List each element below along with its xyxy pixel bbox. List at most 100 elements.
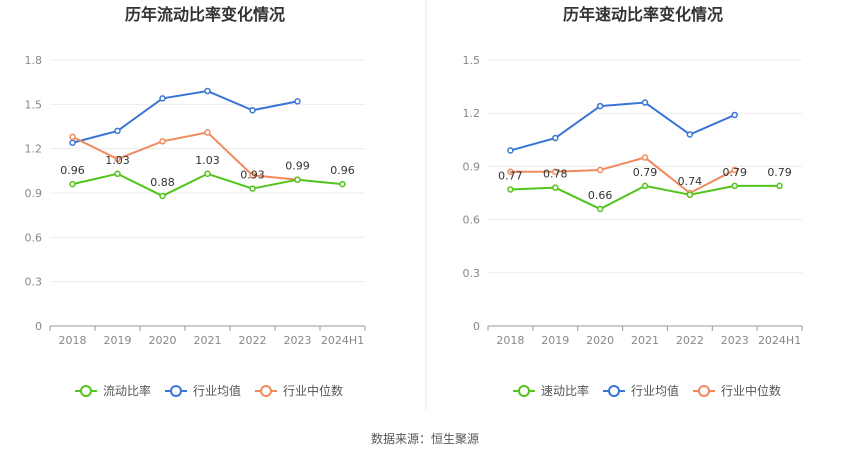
data-labels: 0.77 0.78 0.66 0.79 0.74 0.79 0.79 xyxy=(498,166,792,202)
gridlines xyxy=(50,59,365,283)
legend-label: 行业均值 xyxy=(631,383,679,398)
data-point xyxy=(686,191,694,199)
legend-item[interactable]: 速动比率 xyxy=(513,383,589,398)
data-point xyxy=(249,185,256,192)
x-tick-label: 2020 xyxy=(586,334,614,347)
chart-title: 历年速动比率变化情况 xyxy=(563,5,723,24)
legend: 流动比率 行业均值 行业中位数 xyxy=(75,383,343,398)
data-point xyxy=(507,168,514,175)
x-tick-label: 2022 xyxy=(239,334,267,347)
x-tick-label: 2021 xyxy=(631,334,659,347)
data-point xyxy=(69,139,76,147)
x-tick-label: 2024H1 xyxy=(758,334,801,347)
y-tick-label: 0 xyxy=(35,320,42,333)
data-label: 0.88 xyxy=(150,176,175,189)
data-label: 0.99 xyxy=(285,160,310,173)
legend-label: 速动比率 xyxy=(541,383,589,398)
x-tick-label: 2018 xyxy=(59,334,87,347)
gridlines xyxy=(488,59,802,274)
series-line xyxy=(510,156,736,195)
data-point xyxy=(641,99,649,106)
data-point xyxy=(159,192,166,200)
legend-marker xyxy=(170,385,182,397)
data-point xyxy=(731,182,738,190)
data-label: 0.96 xyxy=(330,164,355,177)
x-tick-label: 2019 xyxy=(104,334,132,347)
x-tick-label: 2023 xyxy=(721,334,749,347)
data-point xyxy=(641,154,649,161)
legend-label: 行业中位数 xyxy=(721,383,781,398)
y-axis-ticks: 0 0.3 0.6 0.9 1.2 1.5 1.8 xyxy=(25,54,43,333)
x-tick-label: 2023 xyxy=(284,334,312,347)
quick-ratio-chart: 历年速动比率变化情况 0 0.3 0.6 0.9 1.2 1.5 2018 2019 2020… xyxy=(463,5,803,398)
data-point xyxy=(204,170,211,178)
x-tick-label: 2021 xyxy=(194,334,222,347)
data-point xyxy=(249,172,256,179)
data-point xyxy=(159,138,166,145)
data-point xyxy=(507,147,514,154)
x-tick-label: 2018 xyxy=(496,334,524,347)
y-tick-label: 1.2 xyxy=(25,143,43,156)
chart-title: 历年流动比率变化情况 xyxy=(125,5,285,24)
legend-label: 流动比率 xyxy=(103,383,151,398)
y-tick-label: 1.5 xyxy=(25,98,43,111)
legend-marker xyxy=(608,385,620,397)
x-tick-label: 2024H1 xyxy=(321,334,364,347)
data-point xyxy=(596,205,604,213)
legend-item[interactable]: 行业中位数 xyxy=(255,383,343,398)
data-point xyxy=(69,133,76,141)
y-tick-label: 1.5 xyxy=(463,54,481,67)
data-point xyxy=(294,176,301,183)
y-tick-label: 0.6 xyxy=(25,231,43,244)
series-line xyxy=(510,101,736,152)
y-tick-label: 1.8 xyxy=(25,54,43,67)
data-point xyxy=(294,98,301,105)
legend-marker xyxy=(698,385,710,397)
data-point xyxy=(114,155,121,163)
data-label: 0.77 xyxy=(498,169,523,182)
data-point xyxy=(204,87,211,95)
x-axis-ticks: 2018 2019 2020 2021 2022 2023 2024H1 xyxy=(49,326,366,347)
legend-label: 行业均值 xyxy=(193,383,241,398)
legend-item[interactable]: 行业均值 xyxy=(165,383,241,398)
series-line xyxy=(510,184,780,211)
data-label: 0.66 xyxy=(588,189,613,202)
data-label: 0.79 xyxy=(767,166,792,179)
data-label: 0.96 xyxy=(60,164,85,177)
y-tick-label: 0.6 xyxy=(463,214,481,227)
legend-item[interactable]: 行业均值 xyxy=(603,383,679,398)
legend-marker xyxy=(80,385,92,397)
current-ratio-chart: 历年流动比率变化情况 00.30.60.91.21.51.8 2018 2019 2… xyxy=(25,5,366,398)
data-label: 1.03 xyxy=(195,154,220,167)
y-axis-ticks: 0 0.3 0.6 0.9 1.2 1.5 xyxy=(463,54,481,333)
data-point xyxy=(552,184,559,191)
x-tick-label: 2020 xyxy=(149,334,177,347)
x-tick-label: 2022 xyxy=(676,334,704,347)
data-label: 0.79 xyxy=(633,166,658,179)
data-point xyxy=(204,129,211,136)
series-layer xyxy=(507,99,783,213)
y-tick-label: 1.2 xyxy=(463,107,481,120)
x-tick-label: 2019 xyxy=(541,334,569,347)
data-labels: 0.96 1.03 0.88 1.03 0.93 0.99 0.96 xyxy=(60,154,355,189)
data-label: 1.03 xyxy=(105,154,130,167)
data-label: 0.74 xyxy=(678,175,703,188)
y-tick-label: 0 xyxy=(473,320,480,333)
data-point xyxy=(552,168,559,175)
source-note: 数据来源：恒生聚源 xyxy=(371,431,479,446)
series-line xyxy=(72,89,298,144)
data-point xyxy=(776,182,783,190)
legend: 速动比率 行业均值 行业中位数 xyxy=(513,383,781,398)
data-label: 0.79 xyxy=(722,166,747,179)
data-point xyxy=(249,106,256,114)
data-point xyxy=(114,170,121,178)
y-tick-label: 0.3 xyxy=(25,276,43,289)
legend-item[interactable]: 流动比率 xyxy=(75,383,151,398)
legend-marker xyxy=(260,385,272,397)
data-point xyxy=(596,166,604,174)
y-tick-label: 0.9 xyxy=(463,160,481,173)
legend-item[interactable]: 行业中位数 xyxy=(693,383,781,398)
data-point xyxy=(731,111,738,119)
data-point xyxy=(69,180,76,188)
